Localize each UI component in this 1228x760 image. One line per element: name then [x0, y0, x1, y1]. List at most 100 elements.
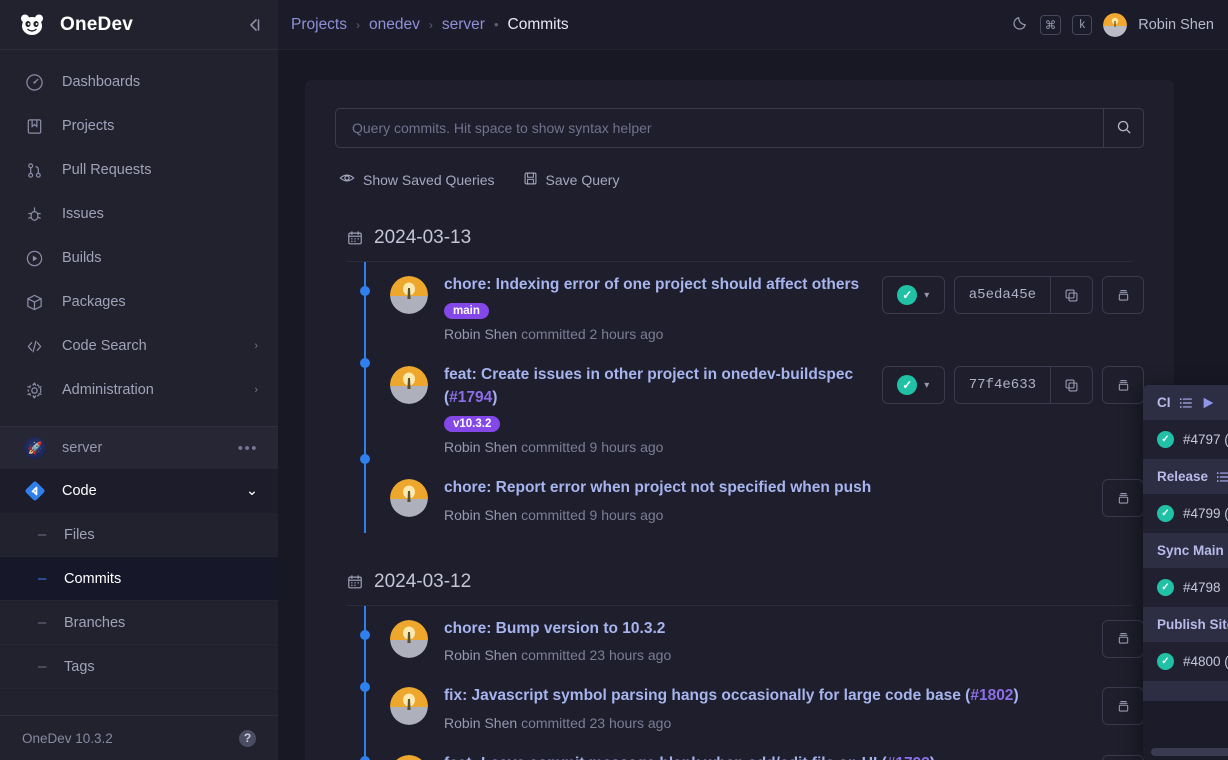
commit-message[interactable]: fix: Javascript symbol parsing hangs occ…	[444, 685, 1086, 707]
show-saved-queries-button[interactable]: Show Saved Queries	[339, 170, 495, 189]
commit-message[interactable]: feat: Leave commit message blank when ad…	[444, 753, 1086, 760]
help-circle-icon[interactable]: ?	[239, 729, 256, 747]
browse-code-button[interactable]	[1102, 687, 1144, 726]
commit-meta: Robin Shen committed 23 hours ago	[444, 647, 1086, 663]
browse-code-button[interactable]	[1102, 754, 1144, 760]
chevron-right-icon: ›	[254, 384, 258, 396]
sidebar-item-packages[interactable]: Packages	[0, 280, 278, 324]
collapse-sidebar-icon[interactable]	[244, 15, 264, 35]
commits-card: Show Saved Queries Save Query 2024-03-13	[305, 80, 1174, 760]
build-list-item[interactable]: ✓ #4798	[1143, 568, 1228, 607]
sidebar-item-label: Issues	[62, 206, 104, 222]
avatar[interactable]	[390, 754, 428, 760]
dash-icon: –	[38, 614, 47, 631]
sidebar-item-tags[interactable]: – Tags	[0, 645, 278, 689]
commit-ref-tag[interactable]: v10.3.2	[444, 416, 501, 433]
issue-reference-link[interactable]: #1794	[449, 388, 493, 406]
sidebar-project-label: server	[62, 440, 103, 456]
commit-graph-dot	[360, 755, 370, 760]
build-job-header-publish-site[interactable]: Publish Site	[1143, 607, 1228, 642]
issue-reference-link[interactable]: #1793	[887, 755, 930, 760]
sidebar-item-pull-requests[interactable]: Pull Requests	[0, 148, 278, 192]
run-icon[interactable]	[1201, 396, 1215, 410]
sidebar-item-projects[interactable]: Projects	[0, 104, 278, 148]
sidebar-item-branches[interactable]: – Branches	[0, 601, 278, 645]
commit-row: feat: Create issues in other project in …	[335, 352, 1144, 465]
copy-icon[interactable]	[1050, 367, 1092, 404]
top-bar-actions: ⌘ k Robin Shen	[1012, 12, 1214, 37]
copy-icon[interactable]	[1050, 277, 1092, 313]
search-input[interactable]	[335, 108, 1103, 148]
avatar[interactable]	[390, 687, 428, 726]
save-query-button[interactable]: Save Query	[523, 170, 619, 189]
commit-date-label: 2024-03-12	[374, 570, 472, 592]
build-job-header-partial[interactable]	[1143, 681, 1228, 701]
avatar[interactable]	[1103, 12, 1128, 37]
shortcut-key-k[interactable]: k	[1072, 14, 1093, 35]
commit-message[interactable]: chore: Report error when project not spe…	[444, 479, 872, 497]
avatar[interactable]	[390, 479, 428, 518]
build-job-header-sync-main[interactable]: Sync Main (GitHub)	[1143, 533, 1228, 568]
commit-message[interactable]: feat: Create issues in other project in …	[444, 364, 866, 409]
popup-horizontal-scrollbar[interactable]	[1151, 748, 1228, 756]
breadcrumb-onedev[interactable]: onedev	[369, 15, 420, 33]
moon-icon[interactable]	[1012, 14, 1029, 36]
commit-message[interactable]: chore: Indexing error of one project sho…	[444, 276, 860, 293]
list-icon[interactable]	[1216, 470, 1228, 484]
check-circle-icon: ✓	[897, 375, 918, 396]
projects-icon	[24, 116, 44, 136]
avatar[interactable]	[390, 276, 428, 314]
commit-row: chore: Indexing error of one project sho…	[335, 262, 1144, 352]
sidebar-item-code-search[interactable]: Code Search ›	[0, 324, 278, 368]
avatar[interactable]	[390, 619, 428, 658]
commit-hash[interactable]: a5eda45e	[968, 287, 1036, 303]
sidebar-item-issues[interactable]: Issues	[0, 192, 278, 236]
browse-code-button[interactable]	[1102, 479, 1144, 518]
commit-actions	[1102, 619, 1144, 658]
sidebar-item-commits[interactable]: – Commits	[0, 557, 278, 601]
chevron-right-icon: ›	[254, 340, 258, 352]
commit-ref-tag[interactable]: main	[444, 303, 489, 320]
sidebar-item-builds[interactable]: Builds	[0, 236, 278, 280]
avatar[interactable]	[390, 366, 428, 405]
commit-group: chore: Bump version to 10.3.2 Robin Shen…	[335, 605, 1144, 760]
build-job-label: Publish Site	[1157, 617, 1228, 632]
breadcrumb-projects[interactable]: Projects	[291, 15, 347, 33]
pull-request-icon	[24, 160, 44, 180]
sidebar-section-code[interactable]: Code ⌄	[0, 469, 278, 513]
build-job-label: CI	[1157, 395, 1171, 410]
browse-code-button[interactable]	[1102, 619, 1144, 658]
shortcut-key-cmd[interactable]: ⌘	[1039, 14, 1062, 35]
search-button[interactable]	[1103, 108, 1144, 148]
sidebar-item-files[interactable]: – Files	[0, 513, 278, 557]
build-job-header-ci[interactable]: CI	[1143, 385, 1228, 420]
breadcrumb-server[interactable]: server	[441, 15, 485, 33]
commit-graph-dot	[360, 629, 370, 640]
build-status-button[interactable]: ✓ ▾	[881, 366, 945, 405]
sidebar-item-dashboards[interactable]: Dashboards	[0, 60, 278, 104]
sidebar-code-label: Code	[62, 483, 97, 499]
build-list-item[interactable]: ✓ #4800 (10.3.2)	[1143, 642, 1228, 681]
user-name[interactable]: Robin Shen	[1138, 16, 1214, 33]
build-status-popup[interactable]: CI ✓ #4797 (10.3.2) Release	[1143, 385, 1228, 760]
build-status-button[interactable]: ✓ ▾	[881, 276, 945, 314]
sidebar-divider	[0, 426, 278, 427]
sidebar-current-project[interactable]: 🚀 server •••	[0, 427, 278, 469]
build-list-item[interactable]: ✓ #4799 (10.3.2)	[1143, 494, 1228, 533]
list-icon[interactable]	[1179, 396, 1193, 410]
issue-reference-link[interactable]: #1802	[970, 687, 1014, 705]
browse-code-button[interactable]	[1102, 366, 1144, 405]
brand-name: OneDev	[60, 13, 134, 35]
save-icon	[523, 171, 538, 189]
project-menu-icon[interactable]: •••	[237, 439, 258, 457]
commit-hash[interactable]: 77f4e633	[968, 377, 1036, 394]
play-circle-icon	[24, 248, 44, 268]
commit-message[interactable]: chore: Bump version to 10.3.2	[444, 619, 666, 637]
commit-author: Robin Shen	[444, 439, 518, 456]
build-job-header-release[interactable]: Release	[1143, 459, 1228, 494]
commit-meta: Robin Shen committed 23 hours ago	[444, 715, 1086, 731]
commit-body: fix: Javascript symbol parsing hangs occ…	[444, 685, 1086, 730]
sidebar-item-administration[interactable]: Administration ›	[0, 368, 278, 412]
build-list-item[interactable]: ✓ #4797 (10.3.2)	[1143, 420, 1228, 459]
browse-code-button[interactable]	[1102, 276, 1144, 314]
